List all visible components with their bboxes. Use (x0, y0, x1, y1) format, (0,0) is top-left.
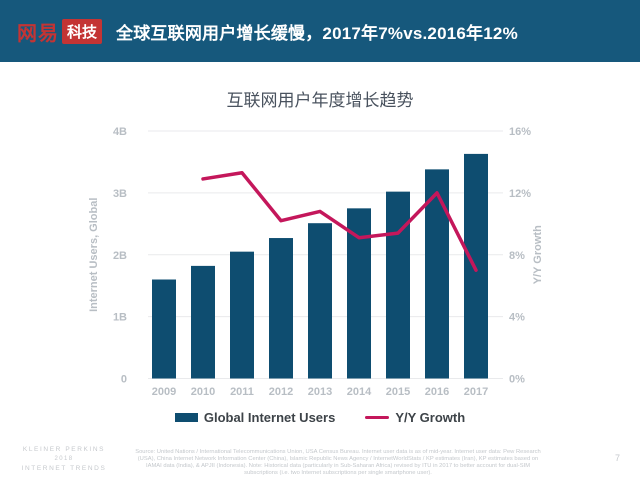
bar-2012 (269, 238, 293, 379)
bar-2009 (152, 279, 176, 379)
bar-swatch-icon (174, 413, 198, 422)
growth-trend-chart: 0 1B 2B 3B 4B 0% 4% 8% 12% 16% 2009 2010 2011 2012 201… (88, 126, 544, 398)
bar-2015 (386, 191, 410, 379)
x-axis-label: 2017 (464, 386, 488, 398)
bar-2011 (230, 251, 254, 379)
header-bar: 网易 科技 全球互联网用户增长缓慢，2017年7%vs.2016年12% (0, 0, 640, 62)
netease-tech-logo: 网易 科技 (17, 17, 103, 46)
page-number: 7 (614, 453, 620, 463)
left-axis-tick: 2B (113, 250, 127, 262)
legend-label-growth: Y/Y Growth (395, 410, 466, 425)
bar-2013 (308, 223, 332, 379)
source-note: Source: United Nations / International T… (135, 449, 541, 476)
left-axis-tick: 1B (113, 312, 127, 324)
left-axis-tick: 0 (121, 374, 127, 386)
brand-line: INTERNET TRENDS (21, 465, 107, 472)
right-axis-tick: 12% (509, 188, 531, 200)
netease-logo-text: 网易 (17, 22, 59, 45)
x-axis-label: 2010 (191, 386, 215, 398)
chart-title: 互联网用户年度增长趋势 (226, 91, 414, 110)
legend-label-users: Global Internet Users (203, 410, 336, 425)
slide-headline: 全球互联网用户增长缓慢，2017年7%vs.2016年12% (116, 23, 518, 43)
legend-item-growth: Y/Y Growth (365, 410, 465, 425)
growth-line (201, 171, 478, 272)
line-swatch-icon (365, 415, 390, 420)
brand-line: KLEINER PERKINS (22, 446, 106, 453)
x-axis-label: 2013 (308, 386, 332, 398)
chart-legend: Global Internet Users Y/Y Growth (0, 410, 640, 425)
x-axis-label: 2012 (269, 386, 293, 398)
right-axis-tick: 8% (509, 250, 525, 262)
x-axis-label: 2011 (230, 386, 254, 398)
right-axis-tick: 4% (509, 312, 525, 324)
left-axis-tick: 3B (113, 188, 127, 200)
x-axis-label: 2015 (386, 386, 410, 398)
kleiner-perkins-brand: KLEINER PERKINS 2018 INTERNET TRENDS (8, 446, 120, 472)
x-axis-label: 2016 (425, 386, 449, 398)
brand-line: 2018 (54, 456, 74, 462)
right-axis-tick: 16% (509, 126, 531, 138)
legend-item-users: Global Internet Users (174, 410, 336, 425)
right-axis-title: Y/Y Growth (532, 225, 544, 284)
tech-logo-badge: 科技 (62, 18, 103, 44)
bar-2010 (191, 265, 215, 379)
left-axis-tick: 4B (113, 126, 127, 138)
right-axis-tick: 0% (509, 374, 525, 386)
x-axis-label: 2014 (347, 386, 372, 398)
left-axis-title: Internet Users, Global (88, 198, 100, 312)
bar-2017 (464, 153, 488, 379)
x-axis-label: 2009 (152, 386, 176, 398)
bar-2016 (425, 169, 449, 379)
